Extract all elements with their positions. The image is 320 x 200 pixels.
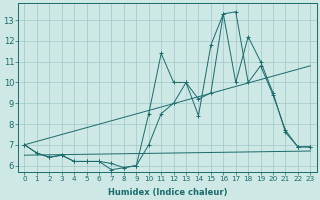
X-axis label: Humidex (Indice chaleur): Humidex (Indice chaleur)	[108, 188, 227, 197]
